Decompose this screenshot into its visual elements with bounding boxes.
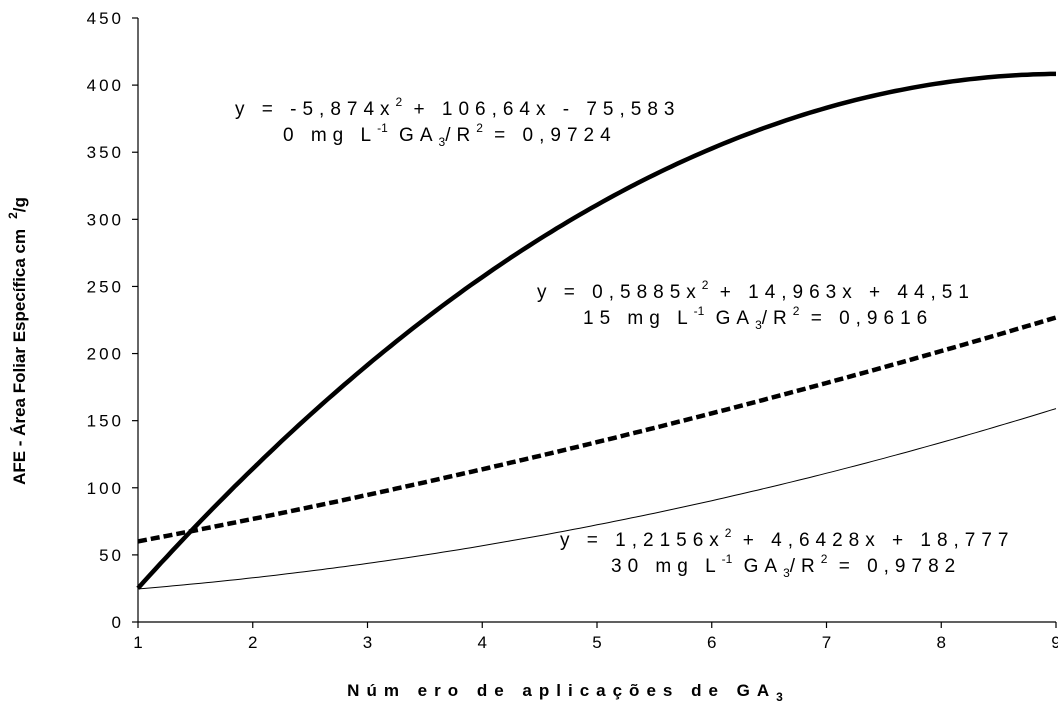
equation-15mg: y = 0,5885x2 + 14,963x + 44,51: [537, 278, 975, 303]
y-tick-label: 450: [87, 9, 124, 28]
y-ticks: 0 50 100 150 200 250 300 350 400 450: [87, 9, 138, 632]
x-tick-label: 7: [822, 633, 831, 652]
y-tick-label: 200: [87, 345, 124, 364]
x-tick-label: 4: [478, 633, 487, 652]
x-tick-label: 5: [592, 633, 601, 652]
series-line-2: [137, 408, 1057, 590]
x-tick-label: 6: [707, 633, 716, 652]
x-axis-title: Núm ero de aplicações de GA3: [347, 681, 783, 704]
label-15mg: 15 mg L-1 GA3/R2 = 0,9616: [583, 304, 933, 332]
equation-0mg: y = -5,874x2 + 106,64x - 75,583: [235, 95, 680, 120]
x-tick-label: 8: [937, 633, 946, 652]
equation-30mg: y = 1,2156x2 + 4,6428x + 18,777: [560, 526, 1015, 551]
series-line-1: [137, 315, 1057, 544]
y-tick-label: 0: [112, 613, 124, 632]
y-tick-label: 250: [87, 277, 124, 296]
x-ticks: 1 2 3 4 5 6 7 8 9: [133, 622, 1058, 652]
y-axis-title: AFE - Área Foliar Específica cm2/g: [6, 197, 29, 485]
y-tick-label: 400: [87, 76, 124, 95]
x-tick-label: 3: [363, 633, 372, 652]
y-tick-label: 150: [87, 412, 124, 431]
x-tick-label: 1: [133, 633, 142, 652]
series-line-0: [136, 71, 1056, 590]
x-tick-label: 2: [248, 633, 257, 652]
y-tick-label: 300: [87, 210, 124, 229]
x-tick-label: 9: [1051, 633, 1058, 652]
y-tick-label: 50: [99, 546, 124, 565]
label-30mg: 30 mg L-1 GA3/R2 = 0,9782: [611, 552, 961, 580]
label-0mg: 0 mg L-1 GA3/R2 = 0,9724: [283, 121, 617, 149]
series-lines: [136, 71, 1057, 590]
y-tick-label: 100: [87, 479, 124, 498]
y-tick-label: 350: [87, 143, 124, 162]
